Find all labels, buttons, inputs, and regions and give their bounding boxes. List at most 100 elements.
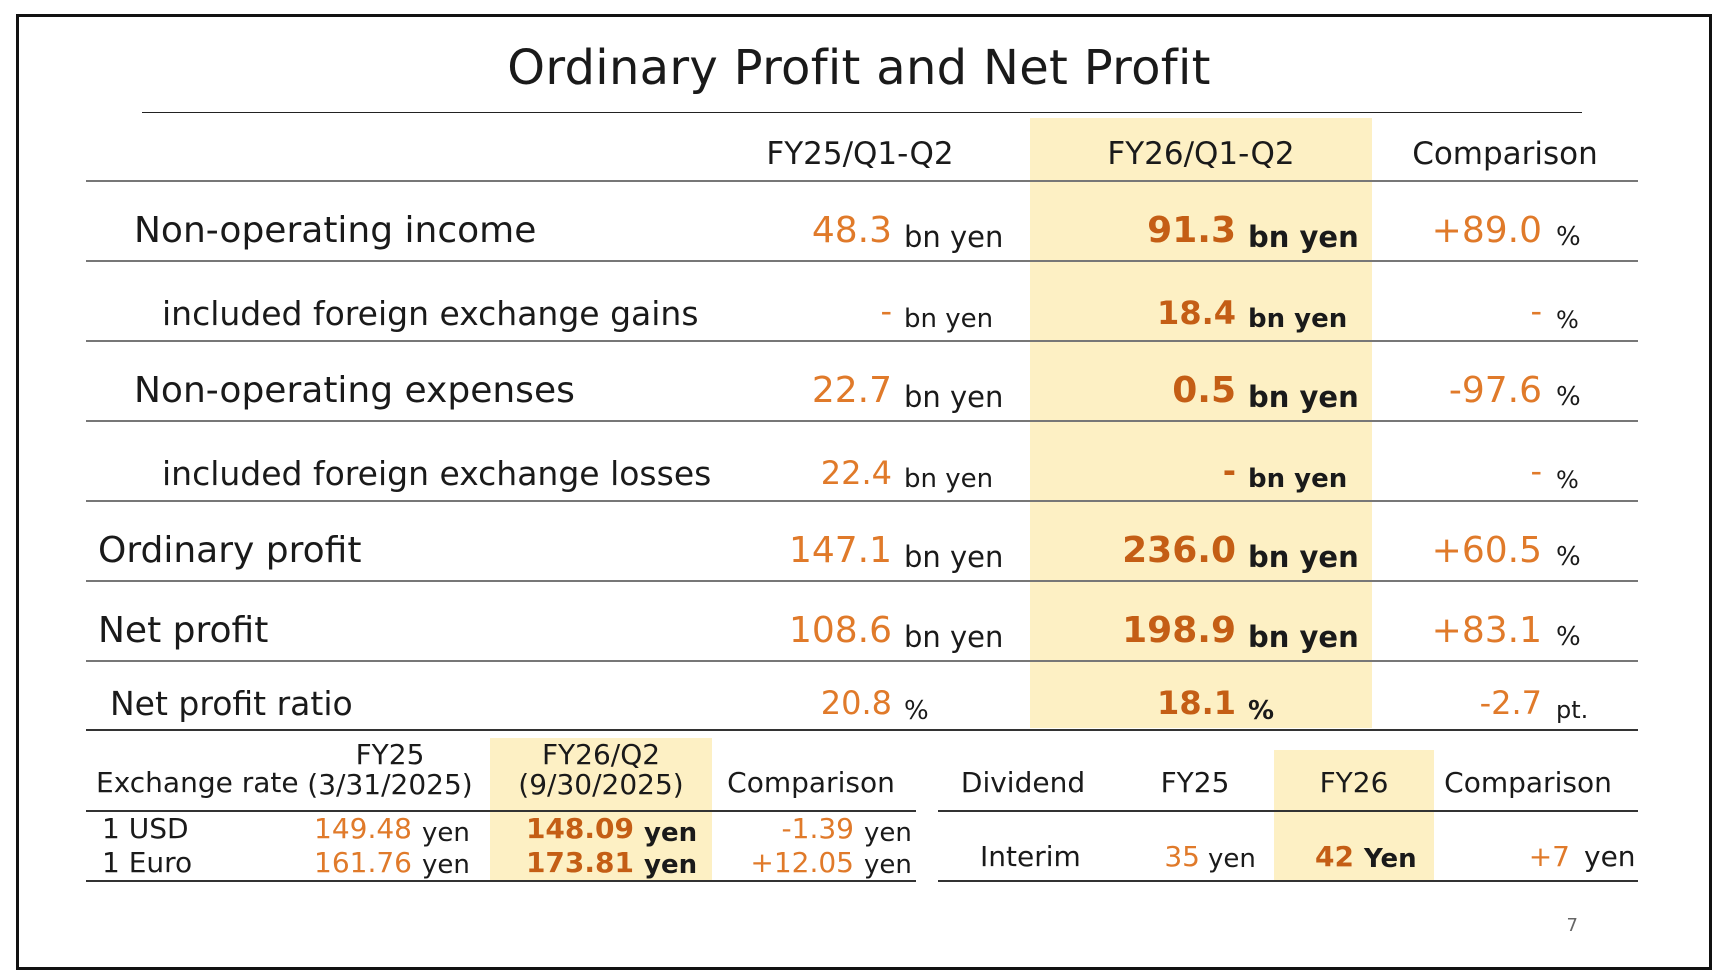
fx-row-label-usd: 1 USD [102, 812, 189, 845]
fy26-value: - [1222, 452, 1236, 490]
row-label-fx-gains: included foreign exchange gains [162, 294, 699, 333]
fx-col-comparison: Comparison [727, 766, 895, 799]
fy25-value: 147.1 [788, 530, 892, 571]
comparison-unit: % [1556, 306, 1579, 334]
fy26-value: 18.1 [1157, 684, 1236, 722]
exchange-rate-label: Exchange rate [96, 766, 299, 799]
dividend-col-comparison: Comparison [1444, 766, 1612, 799]
comparison-value: +60.5 [1431, 530, 1542, 571]
fx-usd-fy26-unit: yen [644, 818, 698, 848]
fy26-unit: bn yen [1248, 220, 1359, 254]
comparison-unit: % [1556, 382, 1581, 412]
fy25-unit: bn yen [904, 540, 1004, 574]
dividend-fy26: 42 [1315, 840, 1354, 873]
col-header-fy25: FY25/Q1-Q2 [766, 136, 954, 172]
fy26-value: 198.9 [1122, 610, 1236, 651]
col-header-fy26: FY26/Q1-Q2 [1107, 136, 1295, 172]
fx-usd-fy25: 149.48 [314, 812, 412, 845]
dividend-col-fy25: FY25 [1160, 766, 1230, 799]
fx-col-fy25-line2: (3/31/2025) [307, 768, 473, 801]
fy26-value: 236.0 [1122, 530, 1236, 571]
comparison-unit: % [1556, 542, 1581, 572]
dividend-fy26-column-highlight [1274, 750, 1434, 880]
dividend-fy25: 35 [1164, 840, 1200, 873]
comparison-value: -2.7 [1479, 684, 1542, 722]
dividend-comparison-unit: yen [1584, 840, 1636, 873]
fx-usd-comparison: -1.39 [781, 812, 854, 845]
row-divider [86, 580, 1638, 582]
fx-fy26-column-highlight [490, 738, 712, 880]
dividend-fy25-unit: yen [1208, 844, 1256, 874]
fy26-unit: % [1248, 696, 1275, 726]
fy25-unit: bn yen [904, 220, 1004, 254]
row-label-ordinary-profit: Ordinary profit [98, 530, 362, 571]
fx-euro-fy25: 161.76 [314, 846, 412, 879]
fx-col-fy26-line2: (9/30/2025) [518, 768, 684, 801]
fy26-value: 0.5 [1172, 370, 1236, 411]
row-divider [86, 500, 1638, 502]
main-table-bottom-rule [86, 729, 1638, 731]
fy25-value: 22.7 [811, 370, 892, 411]
row-label-fx-losses: included foreign exchange losses [162, 454, 712, 493]
fy26-unit: bn yen [1248, 464, 1348, 494]
comparison-unit: % [1556, 222, 1581, 252]
page-number: 7 [1566, 915, 1578, 936]
dividend-comparison: +7 [1528, 840, 1570, 873]
fx-euro-fy26-unit: yen [644, 850, 698, 880]
title-divider [142, 112, 1582, 113]
fx-usd-fy26: 148.09 [525, 812, 634, 845]
row-label-non-operating-income: Non-operating income [134, 210, 537, 251]
comparison-value: +83.1 [1431, 610, 1542, 651]
comparison-unit: % [1556, 622, 1581, 652]
fx-euro-fy25-unit: yen [422, 850, 470, 880]
row-divider [86, 340, 1638, 342]
row-label-non-operating-expenses: Non-operating expenses [134, 370, 575, 411]
page-title: Ordinary Profit and Net Profit [507, 40, 1211, 96]
comparison-unit: % [1556, 466, 1579, 494]
fx-table-bottom-rule [86, 880, 916, 882]
row-label-net-profit: Net profit [98, 610, 269, 651]
dividend-label: Dividend [960, 766, 1086, 799]
fy26-column-highlight [1030, 118, 1372, 728]
row-label-net-profit-ratio: Net profit ratio [110, 684, 353, 723]
dividend-header-divider [938, 810, 1638, 812]
fy26-unit: bn yen [1248, 380, 1359, 414]
fx-euro-comparison: +12.05 [750, 846, 854, 879]
fy25-value: 108.6 [788, 610, 892, 651]
comparison-value: +89.0 [1431, 210, 1542, 251]
fy26-unit: bn yen [1248, 540, 1359, 574]
fy25-value: 22.4 [820, 454, 892, 492]
fy26-value: 91.3 [1147, 210, 1236, 251]
fx-euro-comparison-unit: yen [864, 850, 912, 880]
row-divider [86, 420, 1638, 422]
comparison-value: - [1530, 292, 1542, 330]
fx-euro-fy26: 173.81 [525, 846, 634, 879]
col-header-comparison: Comparison [1412, 136, 1598, 172]
fy25-value: 20.8 [820, 684, 892, 722]
fy25-value: - [880, 292, 892, 330]
fy26-value: 18.4 [1157, 294, 1236, 332]
fx-header-divider [86, 810, 916, 812]
fx-usd-fy25-unit: yen [422, 818, 470, 848]
fx-col-fy25-line1: FY25 [355, 738, 425, 771]
dividend-col-fy26: FY26 [1319, 766, 1389, 799]
comparison-unit: pt. [1556, 696, 1589, 724]
comparison-value: -97.6 [1448, 370, 1542, 411]
fx-usd-comparison-unit: yen [864, 818, 912, 848]
fy26-unit: bn yen [1248, 304, 1348, 334]
fy26-unit: bn yen [1248, 620, 1359, 654]
fy25-value: 48.3 [811, 210, 892, 251]
fy25-unit: bn yen [904, 304, 994, 334]
fx-row-label-euro: 1 Euro [102, 846, 193, 879]
dividend-table-bottom-rule [938, 880, 1638, 882]
fy25-unit: % [904, 696, 929, 726]
row-divider [86, 660, 1638, 662]
fy25-unit: bn yen [904, 464, 994, 494]
row-divider [86, 260, 1638, 262]
fy25-unit: bn yen [904, 380, 1004, 414]
header-divider [86, 180, 1638, 182]
fy25-unit: bn yen [904, 620, 1004, 654]
fx-col-fy26-line1: FY26/Q2 [541, 738, 661, 771]
dividend-fy26-unit: Yen [1364, 844, 1417, 874]
dividend-row-label-interim: Interim [980, 840, 1081, 873]
